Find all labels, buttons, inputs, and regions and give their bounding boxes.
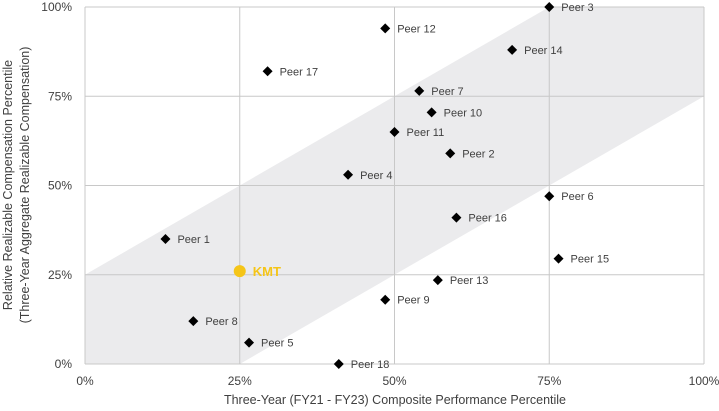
point-label: Peer 1 xyxy=(177,234,209,246)
diamond-marker xyxy=(414,85,425,96)
y-tick-label: 25% xyxy=(48,268,72,282)
point-label: Peer 2 xyxy=(462,148,494,160)
y-tick-label: 0% xyxy=(55,357,73,371)
diamond-marker xyxy=(507,44,518,55)
x-axis-title: Three-Year (FY21 - FY23) Composite Perfo… xyxy=(224,393,566,407)
point-label: Peer 4 xyxy=(360,170,392,182)
diamond-marker xyxy=(432,275,443,286)
point-label: Peer 13 xyxy=(450,275,489,287)
x-tick-label: 100% xyxy=(689,374,719,388)
point-label: Peer 17 xyxy=(280,66,319,78)
point-label: Peer 7 xyxy=(431,86,463,98)
diamond-marker xyxy=(380,23,391,34)
x-tick-label: 50% xyxy=(382,374,406,388)
gridlines xyxy=(84,6,705,365)
y-tick-labels: 0% 25% 50% 75% 100% xyxy=(41,0,72,371)
point-label: Peer 12 xyxy=(397,23,436,35)
y-axis-title-line2: (Three-Year Aggregate Realizable Compens… xyxy=(18,47,32,324)
point-label: Peer 15 xyxy=(571,254,610,266)
point-label: Peer 18 xyxy=(351,359,390,371)
point-label: Peer 11 xyxy=(407,127,445,139)
y-tick-label: 100% xyxy=(41,0,72,14)
point-label: Peer 8 xyxy=(205,316,237,328)
x-tick-labels: 0% 25% 50% 75% 100% xyxy=(76,374,719,388)
point-label: Peer 14 xyxy=(524,45,563,57)
diamond-marker xyxy=(426,107,437,118)
data-points: Peer 1 Peer 2 Peer 3 Peer 4 Peer 5 Peer 6 Peer… xyxy=(160,2,609,371)
diamond-marker xyxy=(343,169,354,180)
y-tick-label: 75% xyxy=(48,89,72,103)
kmt-label: KMT xyxy=(253,264,281,279)
diamond-marker xyxy=(333,359,344,369)
x-tick-label: 0% xyxy=(76,374,94,388)
diamond-marker xyxy=(160,234,171,245)
point-label: Peer 6 xyxy=(561,191,593,203)
diamond-marker xyxy=(380,294,391,305)
x-tick-label: 25% xyxy=(228,374,252,388)
point-label: Peer 5 xyxy=(261,338,293,350)
y-axis-title-line1: Relative Realizable Compensation Percent… xyxy=(1,60,15,310)
point-label: Peer 9 xyxy=(397,295,429,307)
diamond-marker xyxy=(244,337,255,348)
point-label: Peer 3 xyxy=(561,2,593,14)
diamond-marker xyxy=(451,212,462,223)
diamond-marker xyxy=(544,191,555,202)
x-tick-label: 75% xyxy=(537,374,561,388)
diamond-marker xyxy=(262,66,273,77)
point-label: Peer 10 xyxy=(444,107,483,119)
diamond-marker xyxy=(445,148,456,159)
kmt-marker xyxy=(233,265,246,278)
y-tick-label: 50% xyxy=(48,179,72,193)
point-label: Peer 16 xyxy=(468,213,507,225)
diamond-marker xyxy=(553,253,564,264)
diamond-marker xyxy=(544,2,555,12)
diamond-marker xyxy=(389,126,400,137)
diamond-marker xyxy=(188,316,199,327)
